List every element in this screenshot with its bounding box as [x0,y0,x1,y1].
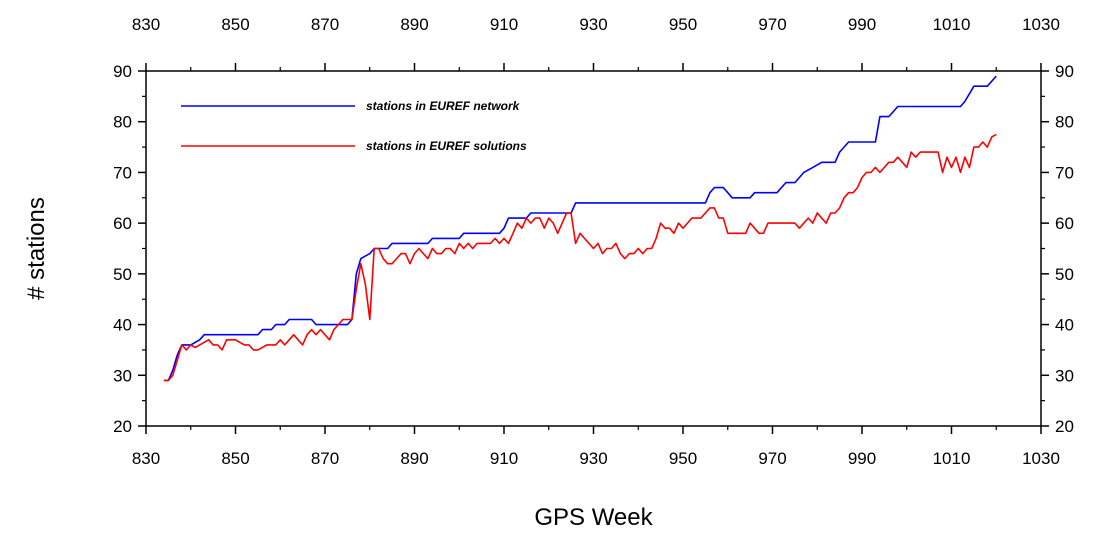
y-tick-label-left: 60 [113,214,132,233]
x-tick-label-top: 890 [400,15,428,34]
x-tick-label-top: 910 [490,15,518,34]
y-tick-label-right: 90 [1055,62,1074,81]
x-tick-label-top: 1010 [933,15,971,34]
series-line-2 [163,133,997,382]
y-tick-label-left: 40 [113,316,132,335]
x-tick-label-top: 1030 [1022,15,1060,34]
x-tick-label-top: 850 [221,15,249,34]
labels-layer: 830 830 850 850 870 870 890 890 910 910 930 930 950 9… [113,15,1074,468]
y-tick-label-left: 80 [113,113,132,132]
plot-frame [145,70,1042,427]
y-axis-title: # stations [23,197,50,300]
x-tick-label-bottom: 970 [758,449,786,468]
x-tick-label-top: 830 [132,15,160,34]
y-tick-label-right: 70 [1055,163,1074,182]
y-tick-label-right: 30 [1055,366,1074,385]
y-tick-label-right: 50 [1055,265,1074,284]
legend-label-2: stations in EUREF solutions [366,139,527,153]
x-tick-label-top: 990 [848,15,876,34]
x-tick-label-top: 930 [579,15,607,34]
x-tick-label-top: 970 [758,15,786,34]
y-tick-label-right: 20 [1055,417,1074,436]
y-tick-label-right: 40 [1055,316,1074,335]
legend-label-1: stations in EUREF network [366,99,521,113]
x-tick-label-bottom: 990 [848,449,876,468]
x-tick-label-bottom: 870 [311,449,339,468]
y-tick-label-left: 20 [113,417,132,436]
x-tick-label-bottom: 950 [669,449,697,468]
y-tick-label-right: 60 [1055,214,1074,233]
series-layer [163,75,997,382]
x-tick-label-top: 870 [311,15,339,34]
x-tick-label-bottom: 930 [579,449,607,468]
x-tick-label-bottom: 830 [132,449,160,468]
x-axis-title: GPS Week [534,504,653,531]
y-tick-label-left: 70 [113,163,132,182]
y-tick-label-left: 90 [113,62,132,81]
y-tick-label-left: 30 [113,366,132,385]
x-tick-label-top: 950 [669,15,697,34]
y-tick-label-right: 80 [1055,113,1074,132]
series-line-1 [163,75,997,382]
x-tick-label-bottom: 1010 [933,449,971,468]
legend: stations in EUREF network stations in EUR… [181,99,527,153]
x-tick-label-bottom: 890 [400,449,428,468]
x-tick-label-bottom: 850 [221,449,249,468]
y-tick-label-left: 50 [113,265,132,284]
x-tick-label-bottom: 1030 [1022,449,1060,468]
x-tick-label-bottom: 910 [490,449,518,468]
